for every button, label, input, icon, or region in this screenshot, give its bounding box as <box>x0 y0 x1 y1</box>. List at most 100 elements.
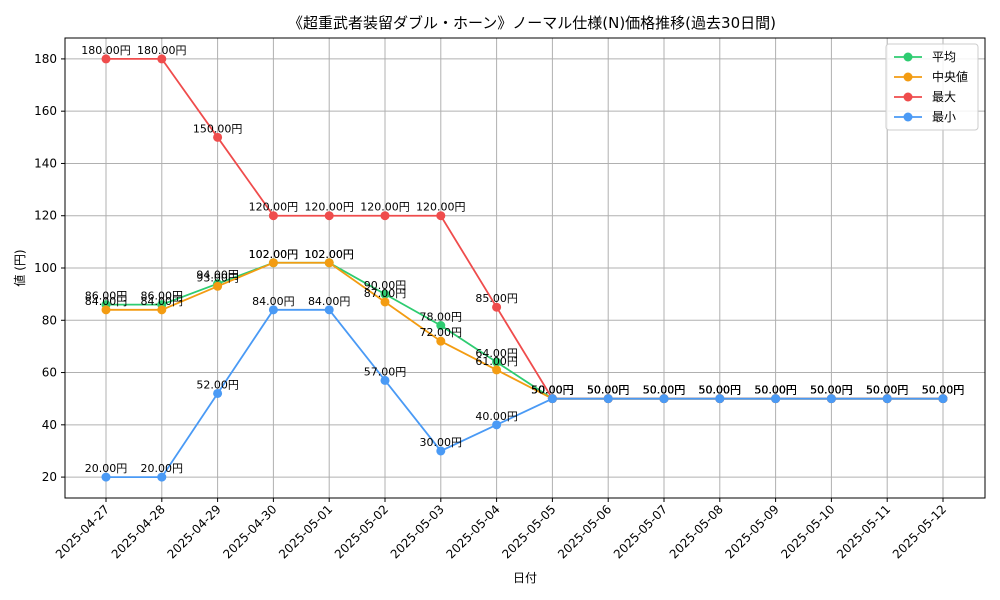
series-layer <box>101 54 948 482</box>
x-axis-label: 日付 <box>513 571 537 585</box>
y-axis-label: 値 (円) <box>12 249 27 286</box>
x-tick-label: 2025-05-01 <box>276 502 335 561</box>
x-tick-label: 2025-05-07 <box>611 502 670 561</box>
data-label: 87.00円 <box>364 287 407 300</box>
data-point <box>659 394 669 404</box>
data-label: 50.00円 <box>587 384 630 397</box>
y-tick-label: 80 <box>42 313 57 327</box>
x-tick-label: 2025-04-29 <box>165 502 224 561</box>
data-point <box>436 211 446 221</box>
data-point <box>882 394 892 404</box>
data-point <box>715 394 725 404</box>
data-label: 50.00円 <box>643 384 686 397</box>
y-tick-label: 60 <box>42 366 57 380</box>
data-label: 50.00円 <box>587 384 630 397</box>
legend-label: 平均 <box>932 50 956 64</box>
data-label: 30.00円 <box>420 436 463 449</box>
data-label: 93.00円 <box>196 271 239 284</box>
data-label: 120.00円 <box>416 201 466 214</box>
x-tick-label: 2025-05-03 <box>388 502 447 561</box>
data-label: 50.00円 <box>754 384 797 397</box>
data-label: 50.00円 <box>810 384 853 397</box>
data-point <box>157 54 167 64</box>
data-label: 50.00円 <box>699 384 742 397</box>
data-label: 50.00円 <box>699 384 742 397</box>
data-label: 50.00円 <box>587 384 630 397</box>
series-line <box>106 58 943 400</box>
data-point <box>492 357 502 367</box>
y-axis-ticks: 20 40 60 80 100 120 140 160 180 <box>34 52 65 484</box>
data-point <box>771 394 781 404</box>
data-point <box>157 305 167 315</box>
data-label: 50.00円 <box>754 384 797 397</box>
legend-item: 最小 <box>894 110 956 124</box>
data-label: 50.00円 <box>531 384 574 397</box>
data-label: 90.00円 <box>364 279 407 292</box>
data-label: 20.00円 <box>85 462 128 475</box>
series-line <box>106 308 943 478</box>
x-tick-label: 2025-05-02 <box>332 502 391 561</box>
data-point <box>324 305 334 315</box>
data-labels: 86.00円 86.00円 94.00円 102.00円 102.00円 90.00円 78… <box>81 44 964 475</box>
series-2 <box>101 54 948 404</box>
data-label: 50.00円 <box>699 384 742 397</box>
data-label: 102.00円 <box>249 248 299 261</box>
data-label: 84.00円 <box>85 295 128 308</box>
x-axis-ticks: 2025-04-272025-04-282025-04-292025-04-30… <box>53 498 949 561</box>
data-point <box>380 297 390 307</box>
x-tick-label: 2025-04-27 <box>53 502 112 561</box>
x-tick-label: 2025-05-08 <box>667 502 726 561</box>
series-3 <box>101 305 948 482</box>
data-label: 102.00円 <box>249 248 299 261</box>
data-label: 85.00円 <box>475 292 518 305</box>
data-label: 120.00円 <box>304 201 354 214</box>
data-point <box>380 289 390 299</box>
x-tick-label: 2025-05-04 <box>444 502 503 561</box>
y-tick-label: 20 <box>42 470 57 484</box>
data-label: 84.00円 <box>252 295 295 308</box>
data-point <box>436 446 446 456</box>
data-label: 72.00円 <box>420 326 463 339</box>
legend-swatch-marker <box>903 112 913 122</box>
data-label: 86.00円 <box>85 290 128 303</box>
data-point <box>380 375 390 385</box>
y-tick-label: 180 <box>34 52 57 66</box>
data-label: 50.00円 <box>699 384 742 397</box>
data-label: 84.00円 <box>308 295 351 308</box>
x-tick-label: 2025-04-30 <box>220 502 279 561</box>
data-label: 50.00円 <box>922 384 965 397</box>
x-tick-label: 2025-05-05 <box>499 502 558 561</box>
data-label: 61.00円 <box>475 355 518 368</box>
y-tick-label: 140 <box>34 156 57 170</box>
data-label: 52.00円 <box>196 378 239 391</box>
data-label: 50.00円 <box>643 384 686 397</box>
data-point <box>213 281 223 291</box>
data-point <box>436 336 446 346</box>
x-tick-label: 2025-04-28 <box>109 502 168 561</box>
data-point <box>938 394 948 404</box>
data-point <box>826 394 836 404</box>
data-label: 102.00円 <box>304 248 354 261</box>
legend-item: 平均 <box>894 50 956 64</box>
data-point <box>492 302 502 312</box>
legend-item: 中央値 <box>894 69 968 84</box>
legend-label: 中央値 <box>932 69 968 84</box>
data-label: 50.00円 <box>643 384 686 397</box>
data-label: 50.00円 <box>587 384 630 397</box>
data-point <box>547 394 557 404</box>
legend-box <box>885 43 979 131</box>
data-point <box>213 388 223 398</box>
data-label: 78.00円 <box>420 311 463 324</box>
data-label: 86.00円 <box>141 290 184 303</box>
data-label: 50.00円 <box>810 384 853 397</box>
data-point <box>157 472 167 482</box>
data-label: 50.00円 <box>643 384 686 397</box>
data-point <box>268 258 278 268</box>
chart-title: 《超重武者装留ダブル・ホーン》ノーマル仕様(N)価格推移(過去30日間) <box>288 14 776 32</box>
data-label: 50.00円 <box>810 384 853 397</box>
data-label: 180.00円 <box>137 44 187 57</box>
data-point <box>268 211 278 221</box>
data-label: 84.00円 <box>141 295 184 308</box>
